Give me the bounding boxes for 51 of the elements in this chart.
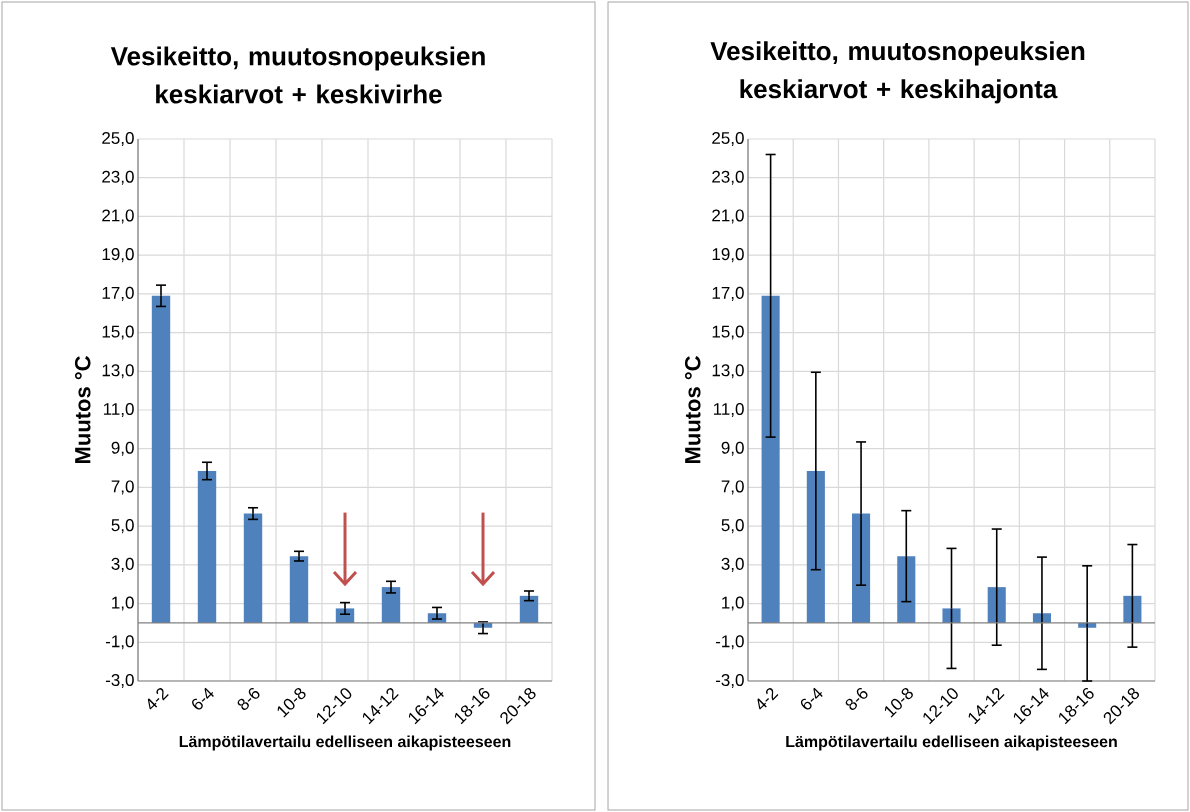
y-tick-label: 19,0 [712, 248, 744, 263]
y-tick-label: 9,0 [111, 441, 134, 456]
y-tick-label: 23,0 [712, 170, 744, 185]
x-tick-label: 4-2 [147, 687, 169, 710]
y-tick-label: 7,0 [721, 480, 744, 495]
y-tick-label: 15,0 [102, 325, 134, 340]
y-tick-label: -3,0 [105, 673, 134, 689]
y-tick-label: 21,0 [102, 209, 134, 224]
y-tick-label: 15,0 [712, 325, 744, 340]
bar [151, 295, 171, 623]
x-axis-title: Lämpötilavertailu edelliseen aikapisteeseen [786, 735, 1117, 751]
bar [942, 608, 961, 623]
y-tick-label: 9,0 [721, 441, 744, 456]
y-tick-label: 7,0 [111, 480, 134, 495]
y-tick-label: 25,0 [102, 131, 134, 147]
bar [761, 295, 780, 623]
bar [243, 513, 263, 623]
y-tick-label: 23,0 [102, 170, 134, 185]
y-tick-label: 25,0 [712, 131, 744, 147]
y-tick-label: 17,0 [712, 286, 744, 301]
bar [289, 556, 309, 623]
y-tick-label: 3,0 [721, 557, 744, 572]
x-tick-label: 4-2 [757, 687, 779, 710]
x-tick-label: 6-4 [192, 687, 214, 710]
y-tick-label: 13,0 [102, 364, 134, 379]
y-tick-label: 1,0 [112, 596, 134, 611]
y-tick-label: 5,0 [721, 519, 744, 534]
bar [381, 587, 401, 623]
x-tick-label: 8-6 [845, 687, 868, 710]
bar [1123, 595, 1142, 623]
y-tick-label: -1,0 [105, 635, 134, 650]
y-tick-label: 3,0 [111, 557, 134, 572]
y-tick-label: 19,0 [102, 248, 134, 263]
bar [197, 470, 217, 623]
y-tick-label: 11,0 [713, 402, 744, 418]
y-axis-title: Muutos °C [684, 356, 701, 464]
y-axis-title: Muutos °C [74, 356, 91, 464]
y-tick-label: 21,0 [712, 209, 744, 224]
bar [519, 595, 539, 623]
chart-title: Vesikeitto, muutosnopeuksien keskiarvot + keskihajonta [710, 41, 1085, 104]
x-tick-label: 8-6 [237, 687, 260, 710]
x-tick-label: 6-4 [800, 687, 823, 710]
chart-title: Vesikeitto, muutosnopeuksien keskiarvot + keskivirhe [110, 46, 485, 104]
y-tick-label: 5,0 [111, 519, 134, 534]
y-tick-label: -1,0 [715, 635, 744, 650]
y-tick-label: 13,0 [712, 364, 744, 379]
y-tick-label: 11,0 [103, 402, 134, 418]
y-tick-label: -3,0 [715, 673, 744, 689]
y-tick-label: 1,0 [722, 596, 744, 611]
y-tick-label: 17,0 [102, 286, 134, 301]
x-axis-title: Lämpötilavertailu edelliseen aikapisteeseen [179, 735, 511, 751]
